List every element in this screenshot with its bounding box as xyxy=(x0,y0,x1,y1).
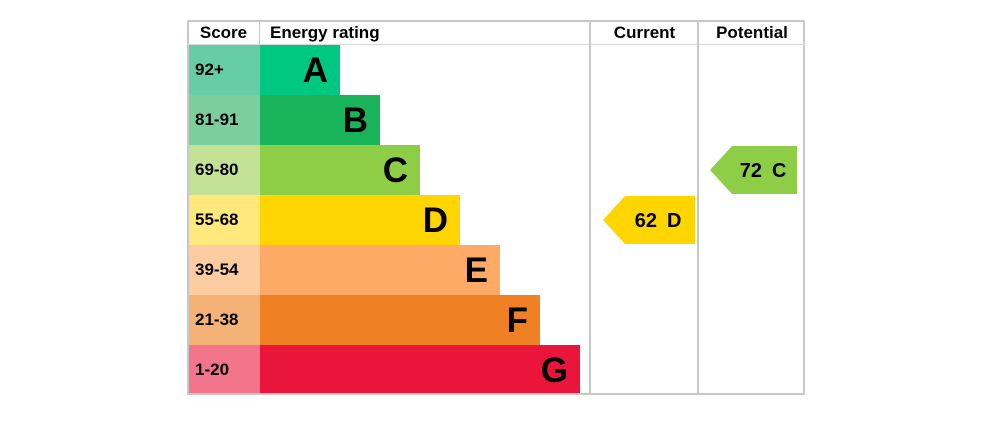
table-border-top xyxy=(187,20,805,22)
header-underline xyxy=(187,44,805,45)
header-current: Current xyxy=(613,23,676,42)
current-arrow: 62 D xyxy=(603,196,695,249)
score-range-cell: 21-38 xyxy=(187,295,260,345)
band-bar: C xyxy=(260,145,420,195)
potential-value: 72 xyxy=(740,160,762,182)
band-letter: C xyxy=(382,150,408,190)
table-border-right xyxy=(803,20,805,395)
score-range-cell: 39-54 xyxy=(187,245,260,295)
table-border-left xyxy=(187,20,189,395)
epc-table: Score Energy rating Current Potential 92… xyxy=(187,20,805,395)
header-energy-rating: Energy rating xyxy=(270,23,380,42)
header-potential: Potential xyxy=(716,23,788,42)
table-border-bottom xyxy=(187,393,805,395)
band-bar: A xyxy=(260,45,340,95)
rating-cell: C xyxy=(260,145,590,195)
potential-band-letter: C xyxy=(772,160,786,182)
band-letter: D xyxy=(422,200,448,240)
potential-arrow-shape xyxy=(710,146,797,194)
band-row-c: 69-80 C xyxy=(187,145,805,195)
score-range-cell: 69-80 xyxy=(187,145,260,195)
potential-arrow: 72 C xyxy=(710,146,797,199)
band-bar: B xyxy=(260,95,380,145)
header-score: Score xyxy=(199,23,248,42)
score-range-cell: 81-91 xyxy=(187,95,260,145)
band-bar: G xyxy=(260,345,580,395)
rating-cell: D xyxy=(260,195,590,245)
rating-cell: G xyxy=(260,345,590,395)
current-column-divider xyxy=(589,20,591,395)
band-row-g: 1-20 G xyxy=(187,345,805,395)
band-row-e: 39-54 E xyxy=(187,245,805,295)
current-arrow-svg: 62 D xyxy=(603,196,695,244)
score-range-cell: 1-20 xyxy=(187,345,260,395)
header-row: Score Energy rating Current Potential xyxy=(187,20,805,45)
band-letter: F xyxy=(506,300,528,340)
band-row-b: 81-91 B xyxy=(187,95,805,145)
band-letter: A xyxy=(302,50,328,90)
band-bar: E xyxy=(260,245,500,295)
band-row-a: 92+ A xyxy=(187,45,805,95)
rating-cell: A xyxy=(260,45,590,95)
band-row-f: 21-38 F xyxy=(187,295,805,345)
current-value: 62 xyxy=(635,210,657,232)
potential-column-divider xyxy=(697,20,699,395)
band-letter: E xyxy=(464,250,488,290)
band-row-d: 55-68 D xyxy=(187,195,805,245)
band-letter: B xyxy=(342,100,368,140)
band-bar: D xyxy=(260,195,460,245)
score-range-cell: 55-68 xyxy=(187,195,260,245)
score-range-cell: 92+ xyxy=(187,45,260,95)
current-band-letter: D xyxy=(667,210,681,232)
rating-cell: B xyxy=(260,95,590,145)
band-letter: G xyxy=(540,350,568,390)
rating-cell: F xyxy=(260,295,590,345)
band-bar: F xyxy=(260,295,540,345)
potential-arrow-svg: 72 C xyxy=(710,146,797,194)
current-arrow-shape xyxy=(603,196,695,244)
score-column-divider xyxy=(259,20,260,44)
rating-cell: E xyxy=(260,245,590,295)
